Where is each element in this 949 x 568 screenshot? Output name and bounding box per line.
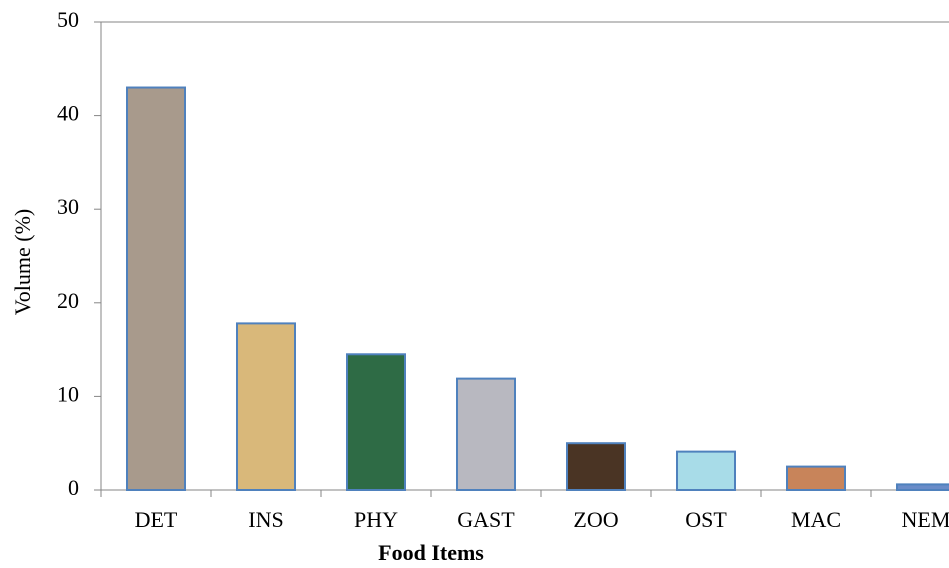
x-tick-label: NEM bbox=[902, 507, 949, 532]
x-tick-label: OST bbox=[685, 507, 727, 532]
x-tick-label: DET bbox=[135, 507, 178, 532]
x-tick-label: MAC bbox=[791, 507, 841, 532]
y-tick-label: 0 bbox=[68, 475, 79, 500]
bar bbox=[126, 86, 186, 492]
bar bbox=[236, 322, 296, 491]
x-tick-label: PHY bbox=[354, 507, 398, 532]
x-tick-label: GAST bbox=[457, 507, 515, 532]
y-tick-label: 20 bbox=[57, 288, 79, 313]
x-tick-label: INS bbox=[248, 507, 283, 532]
y-tick-label: 10 bbox=[57, 381, 79, 406]
x-tick-label: ZOO bbox=[573, 507, 618, 532]
bar bbox=[346, 353, 406, 491]
x-axis-title: Food Items bbox=[378, 540, 484, 565]
bar bbox=[676, 450, 736, 491]
y-tick-label: 40 bbox=[57, 101, 79, 126]
y-axis-title: Volume (%) bbox=[10, 209, 35, 316]
bar bbox=[566, 442, 626, 492]
bar bbox=[456, 377, 516, 491]
bar bbox=[786, 465, 846, 492]
bar bbox=[896, 483, 949, 492]
y-tick-label: 30 bbox=[57, 194, 79, 219]
y-tick-label: 50 bbox=[57, 7, 79, 32]
